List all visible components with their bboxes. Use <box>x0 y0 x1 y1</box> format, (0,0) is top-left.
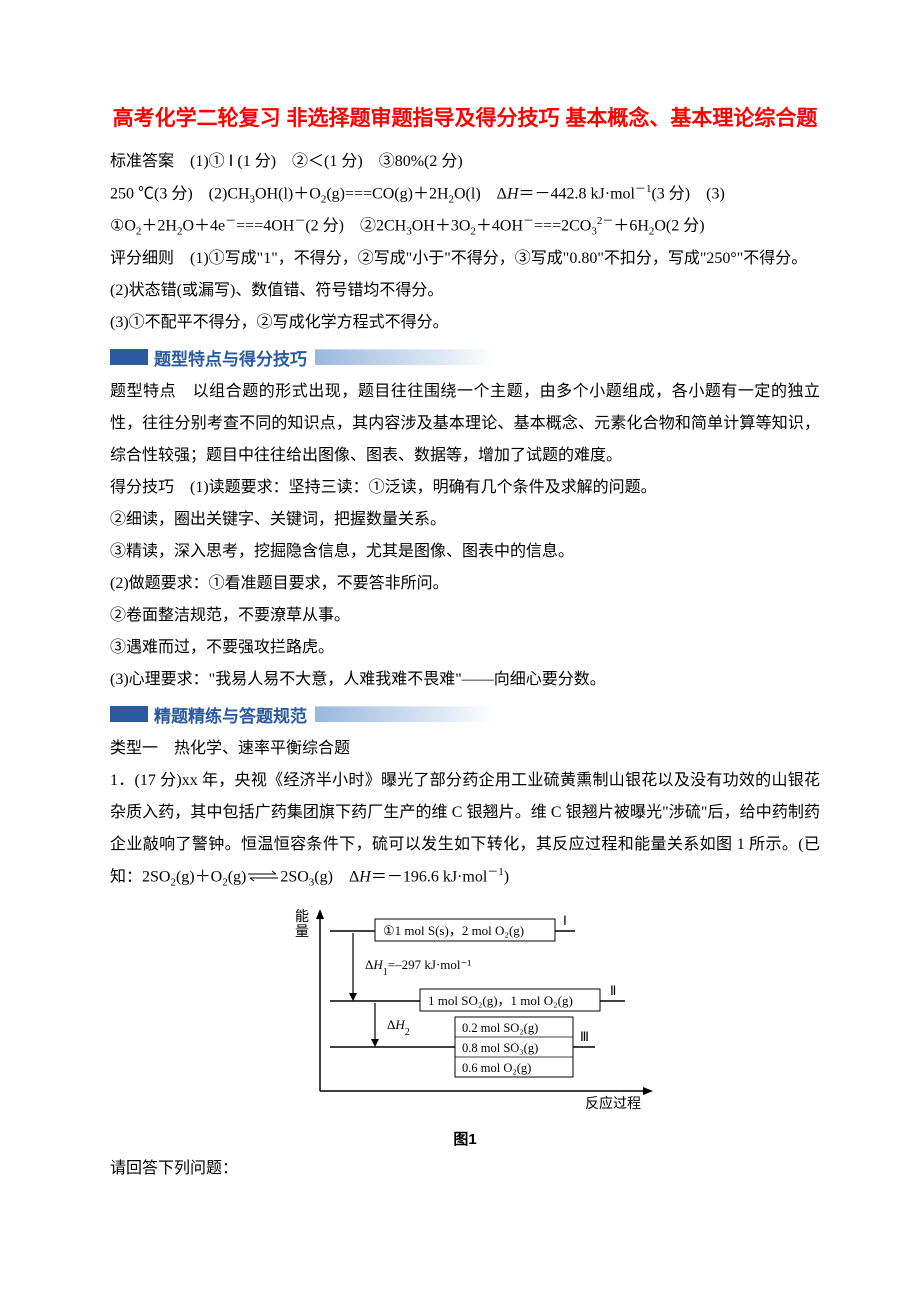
type-label: 类型一 热化学、速率平衡综合题 <box>110 733 820 765</box>
answer-line-3: ①O2＋2H2O＋4e－===4OH－(2 分) ②2CH3OH＋3O2＋4OH… <box>110 210 820 243</box>
section-header-1: 题型特点与得分技巧 <box>110 345 820 370</box>
scoring-rule-2: (2)状态错(或漏写)、数值错、符号错均不得分。 <box>110 275 820 307</box>
section-title-1: 题型特点与得分技巧 <box>154 345 307 370</box>
box3c-text: 0.6 mol O₂(g) <box>462 1061 531 1075</box>
section1-p6: ②卷面整洁规范，不要潦草从事。 <box>110 600 820 632</box>
page-title: 高考化学二轮复习 非选择题审题指导及得分技巧 基本概念、基本理论综合题 <box>110 100 820 138</box>
scoring-rule-3: (3)①不配平不得分，②写成化学方程式不得分。 <box>110 307 820 339</box>
x-axis-label: 反应过程 <box>585 1095 641 1112</box>
section1-p3: ②细读，圈出关键字、关键词，把握数量关系。 <box>110 504 820 536</box>
state1: Ⅰ <box>563 913 567 928</box>
post-diagram-text: 请回答下列问题： <box>110 1153 820 1185</box>
answer-block: 标准答案 (1)① Ⅰ (1 分) ②＜(1 分) ③80%(2 分) 250 … <box>110 146 820 339</box>
section1-body: 题型特点 以组合题的形式出现，题目往往围绕一个主题，由多个小题组成，各小题有一定… <box>110 376 820 696</box>
section2-body: 类型一 热化学、速率平衡综合题 1．(17 分)xx 年，央视《经济半小时》曝光… <box>110 733 820 894</box>
chevron-fade-icon <box>315 706 495 722</box>
section1-p1: 题型特点 以组合题的形式出现，题目往往围绕一个主题，由多个小题组成，各小题有一定… <box>110 376 820 472</box>
y-axis-label: 能 <box>295 909 309 925</box>
box3a-text: 0.2 mol SO₂(g) <box>462 1021 538 1035</box>
section1-p2: 得分技巧 (1)读题要求：坚持三读：①泛读，明确有几个条件及求解的问题。 <box>110 472 820 504</box>
box2-text: 1 mol SO₂(g)，1 mol O₂(g) <box>428 993 573 1008</box>
state2: Ⅱ <box>610 983 616 998</box>
diagram-caption: 图1 <box>110 1128 820 1149</box>
box1-text: ①1 mol S(s)，2 mol O₂(g) <box>383 923 524 938</box>
blue-bar-icon <box>110 706 148 722</box>
energy-diagram-svg: 能 量 反应过程 ①1 mol S(s)，2 mol O₂(g) Ⅰ ΔH1=–… <box>265 901 665 1121</box>
dh1: ΔH1=–297 kJ·mol⁻¹ <box>365 957 471 978</box>
y-axis-label-2: 量 <box>295 924 309 940</box>
blue-bar-icon <box>110 349 148 365</box>
section1-p8: (3)心理要求："我易人易不大意，人难我难不畏难"——向细心要分数。 <box>110 664 820 696</box>
answer-line-2: 250 ℃(3 分) (2)CH3OH(l)＋O2(g)===CO(g)＋2H2… <box>110 178 820 211</box>
chevron-fade-icon <box>315 349 495 365</box>
state3: Ⅲ <box>580 1029 589 1044</box>
scoring-rule-1: 评分细则 (1)①写成"1"，不得分，②写成"小于"不得分，③写成"0.80"不… <box>110 243 820 275</box>
section-title-2: 精题精练与答题规范 <box>154 702 307 727</box>
dh2: ΔH2 <box>387 1017 410 1038</box>
section-header-2: 精题精练与答题规范 <box>110 702 820 727</box>
energy-diagram: 能 量 反应过程 ①1 mol S(s)，2 mol O₂(g) Ⅰ ΔH1=–… <box>110 901 820 1149</box>
equilibrium-arrow-icon <box>246 870 280 882</box>
question-1: 1．(17 分)xx 年，央视《经济半小时》曝光了部分药企用工业硫黄熏制山银花以… <box>110 765 820 894</box>
section1-p5: (2)做题要求：①看准题目要求，不要答非所问。 <box>110 568 820 600</box>
section1-p7: ③遇难而过，不要强攻拦路虎。 <box>110 632 820 664</box>
answer-line-1: 标准答案 (1)① Ⅰ (1 分) ②＜(1 分) ③80%(2 分) <box>110 146 820 178</box>
box3b-text: 0.8 mol SO₃(g) <box>462 1041 538 1055</box>
section1-p4: ③精读，深入思考，挖掘隐含信息，尤其是图像、图表中的信息。 <box>110 536 820 568</box>
